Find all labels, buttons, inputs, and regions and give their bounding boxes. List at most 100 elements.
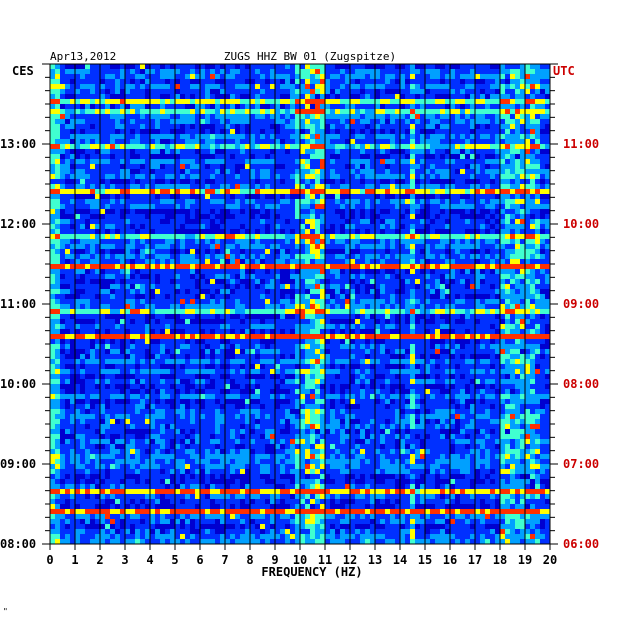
spectrogram-cell [515, 219, 521, 225]
spectrogram-cell [85, 179, 91, 185]
spectrogram-cell [410, 264, 416, 270]
spectrogram-cell [525, 249, 531, 255]
spectrogram-cell [185, 114, 191, 120]
spectrogram-cell [235, 219, 241, 225]
spectrogram-cell [220, 84, 226, 90]
spectrogram-cell [105, 119, 111, 125]
spectrogram-cell [50, 154, 56, 160]
spectrogram-cell [95, 234, 101, 240]
spectrogram-cell [490, 224, 496, 230]
spectrogram-cell [210, 264, 216, 270]
spectrogram-cell [470, 309, 476, 315]
spectrogram-cell [175, 89, 181, 95]
spectrogram-cell [410, 64, 416, 70]
spectrogram-cell [490, 119, 496, 125]
spectrogram-cell [310, 169, 316, 175]
spectrogram-cell [380, 129, 386, 135]
spectrogram-cell [490, 254, 496, 260]
spectrogram-cell [525, 279, 531, 285]
spectrogram-cell [370, 104, 376, 110]
spectrogram-cell [510, 189, 516, 195]
spectrogram-cell [150, 299, 156, 305]
spectrogram-cell [415, 279, 421, 285]
spectrogram-cell [480, 129, 486, 135]
spectrogram-cell [530, 184, 536, 190]
spectrogram-cell [385, 309, 391, 315]
spectrogram-cell [65, 124, 71, 130]
spectrogram-cell [185, 234, 191, 240]
spectrogram-cell [195, 214, 201, 220]
spectrogram-cell [380, 154, 386, 160]
spectrogram-cell [70, 149, 76, 155]
spectrogram-cell [195, 304, 201, 310]
spectrogram-cell [250, 139, 256, 145]
spectrogram-cell [150, 184, 156, 190]
spectrogram-cell [250, 284, 256, 290]
spectrogram-cell [545, 164, 551, 170]
spectrogram-cell [50, 304, 56, 310]
spectrogram-cell [495, 94, 501, 100]
spectrogram-cell [80, 274, 86, 280]
spectrogram-cell [445, 279, 451, 285]
spectrogram-cell [75, 184, 81, 190]
spectrogram-cell [510, 284, 516, 290]
spectrogram-cell [530, 134, 536, 140]
spectrogram-cell [435, 294, 441, 300]
spectrogram-cell [335, 249, 341, 255]
spectrogram-cell [105, 304, 111, 310]
spectrogram-cell [435, 304, 441, 310]
spectrogram-cell [320, 234, 326, 240]
spectrogram-cell [295, 129, 301, 135]
spectrogram-cell [65, 154, 71, 160]
spectrogram-cell [110, 244, 116, 250]
spectrogram-cell [215, 149, 221, 155]
spectrogram-cell [255, 239, 261, 245]
spectrogram-cell [450, 129, 456, 135]
spectrogram-cell [260, 94, 266, 100]
spectrogram-cell [285, 99, 291, 105]
spectrogram-cell [90, 299, 96, 305]
spectrogram-cell [220, 124, 226, 130]
spectrogram-cell [525, 174, 531, 180]
spectrogram-cell [205, 289, 211, 295]
spectrogram-cell [375, 149, 381, 155]
spectrogram-cell [230, 264, 236, 270]
spectrogram-cell [195, 189, 201, 195]
spectrogram-cell [405, 189, 411, 195]
spectrogram-cell [270, 119, 276, 125]
spectrogram-cell [455, 204, 461, 210]
spectrogram-cell [480, 84, 486, 90]
spectrogram-cell [375, 259, 381, 265]
spectrogram-cell [320, 139, 326, 145]
spectrogram-cell [75, 224, 81, 230]
spectrogram-cell [465, 124, 471, 130]
spectrogram-cell [340, 154, 346, 160]
spectrogram-cell [450, 229, 456, 235]
spectrogram-cell [370, 149, 376, 155]
spectrogram-cell [150, 269, 156, 275]
spectrogram-cell [390, 269, 396, 275]
spectrogram-cell [540, 194, 546, 200]
spectrogram-cell [395, 159, 401, 165]
spectrogram-cell [460, 284, 466, 290]
spectrogram-cell [330, 94, 336, 100]
spectrogram-cell [170, 179, 176, 185]
spectrogram-cell [160, 139, 166, 145]
spectrogram-cell [335, 189, 341, 195]
spectrogram-cell [180, 254, 186, 260]
spectrogram-cell [455, 164, 461, 170]
spectrogram-cell [110, 219, 116, 225]
spectrogram-cell [425, 264, 431, 270]
spectrogram-cell [390, 274, 396, 280]
spectrogram-cell [210, 74, 216, 80]
spectrogram-cell [395, 209, 401, 215]
spectrogram-cell [65, 119, 71, 125]
spectrogram-cell [55, 204, 61, 210]
spectrogram-cell [90, 204, 96, 210]
spectrogram-cell [515, 254, 521, 260]
spectrogram-cell [420, 84, 426, 90]
spectrogram-cell [245, 204, 251, 210]
spectrogram-cell [360, 89, 366, 95]
spectrogram-cell [60, 259, 66, 265]
spectrogram-cell [445, 274, 451, 280]
